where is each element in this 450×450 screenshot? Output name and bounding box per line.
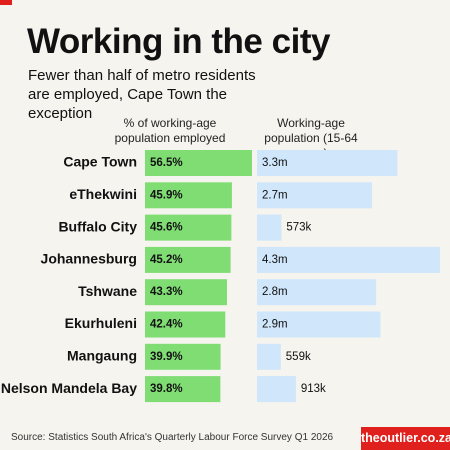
value-label: 573k: [286, 222, 311, 234]
value-label: 3.3m: [262, 157, 288, 169]
chart-title: Working in the city: [27, 22, 330, 61]
value-label: 43.3%: [150, 286, 183, 298]
value-label: 39.8%: [150, 383, 183, 395]
bar: [145, 214, 232, 241]
source-note: Source: Statistics South Africa's Quarte…: [11, 432, 334, 443]
value-label: 45.6%: [150, 222, 183, 234]
bar: [257, 343, 281, 370]
bar: [257, 279, 377, 306]
accent-mark: [0, 0, 12, 5]
value-label: 39.9%: [150, 351, 183, 363]
bar: [145, 311, 226, 338]
value-label: 2.8m: [262, 286, 288, 298]
bar: [257, 182, 372, 209]
category-label: Tshwane: [78, 283, 137, 299]
bar: [145, 182, 232, 209]
value-label: 559k: [286, 351, 311, 363]
value-label: 2.7m: [262, 189, 288, 201]
value-label: 42.4%: [150, 319, 183, 331]
bar: [145, 343, 221, 370]
value-label: 56.5%: [150, 157, 183, 169]
category-label: Mangaung: [67, 348, 137, 364]
value-label: 45.2%: [150, 254, 183, 266]
bar: [257, 376, 296, 403]
bar: [257, 150, 398, 176]
value-label: 913k: [301, 383, 326, 395]
bar: [145, 246, 231, 273]
value-label: 4.3m: [262, 254, 288, 266]
category-label: Ekurhuleni: [65, 315, 137, 331]
value-label: 45.9%: [150, 189, 183, 201]
category-label: Nelson Mandela Bay: [1, 380, 137, 396]
bar: [257, 311, 381, 338]
chart-subtitle: Fewer than half of metro residents are e…: [28, 67, 256, 122]
column-header: % of working-age population employed: [114, 116, 226, 145]
brand-logo: theoutlier.co.za: [361, 427, 450, 450]
bar: [257, 214, 282, 241]
bar: [257, 246, 440, 273]
category-label: Buffalo City: [58, 218, 137, 234]
bar: [145, 376, 221, 403]
category-label: eThekwini: [69, 186, 137, 202]
category-label: Johannesburg: [41, 251, 137, 267]
bar: [145, 279, 228, 306]
bar: [145, 150, 252, 176]
value-label: 2.9m: [262, 319, 288, 331]
category-label: Cape Town: [63, 154, 137, 170]
